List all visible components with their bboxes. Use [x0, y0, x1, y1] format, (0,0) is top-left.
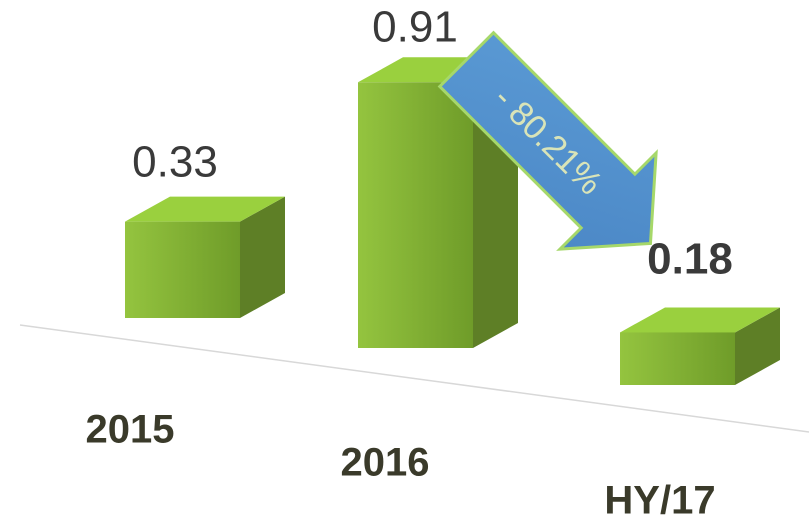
x-tick-label: 2016: [341, 441, 430, 485]
bar-top: [620, 307, 780, 333]
x-tick-label: HY/17: [604, 479, 715, 522]
bar-top: [125, 196, 285, 222]
bar: [125, 196, 285, 318]
bar: [620, 307, 780, 385]
floor-line: [19, 324, 809, 433]
bar-front: [358, 82, 473, 348]
value-label: 0.91: [372, 3, 458, 52]
value-label: 0.33: [132, 138, 218, 187]
value-label: 0.18: [647, 235, 733, 284]
arrow-shape: [437, 30, 658, 251]
x-tick-label: 2015: [86, 408, 175, 452]
bars: [125, 57, 780, 385]
bar-front: [620, 332, 735, 385]
bar-side: [735, 307, 780, 385]
bar-front: [125, 221, 240, 318]
bar-side: [240, 196, 285, 318]
